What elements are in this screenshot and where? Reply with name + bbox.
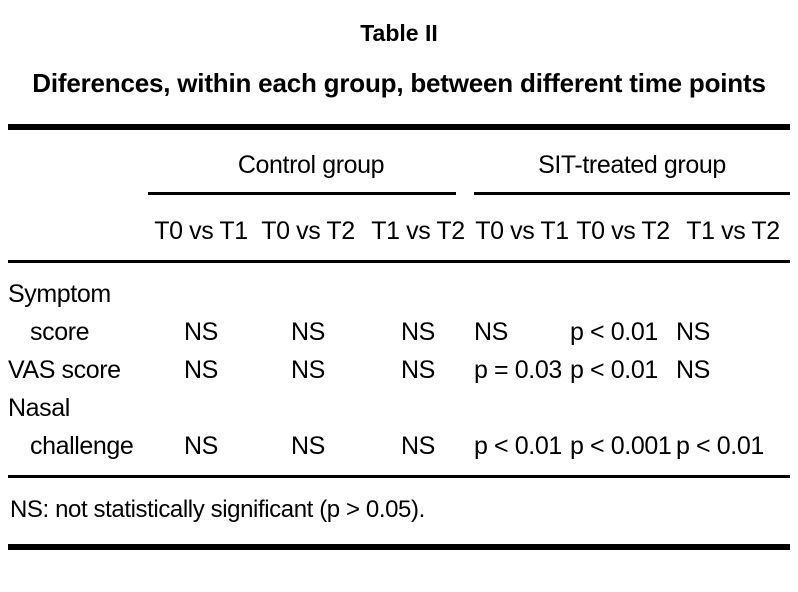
- spanner-rule-control: [148, 191, 456, 195]
- row-label: Nasal: [8, 393, 70, 422]
- table-number: Table II: [360, 20, 438, 46]
- row-label: score: [30, 317, 90, 346]
- column-header: T0 vs T2: [261, 216, 355, 245]
- column-header: T1 vs T2: [686, 216, 780, 245]
- table-cell: NS: [291, 317, 325, 346]
- top-rule: [8, 123, 790, 130]
- body-grid: Symptom score NS NS NS NS p < 0.01 NS VA…: [8, 263, 790, 465]
- column-header: T0 vs T1: [154, 216, 248, 245]
- table-cell: p < 0.01: [570, 355, 658, 384]
- table-cell: p < 0.01: [474, 431, 562, 460]
- table-cell: NS: [184, 317, 218, 346]
- table-cell: NS: [291, 355, 325, 384]
- spacer: [8, 465, 790, 475]
- header-grid: Control group SIT-treated group T0 vs T1…: [8, 130, 790, 260]
- group-header-control: Control group: [148, 130, 474, 195]
- row-label: Symptom: [8, 279, 111, 308]
- group-label-control: Control group: [237, 150, 385, 179]
- group-header-sit: SIT-treated group: [474, 130, 790, 195]
- column-header: T0 vs T2: [576, 216, 670, 245]
- stub-cell: [8, 195, 148, 260]
- table-title: Diferences, within each group, between d…: [32, 68, 766, 98]
- table-cell: NS: [401, 317, 435, 346]
- table-cell: NS: [474, 317, 508, 346]
- stub-cell: [8, 130, 148, 195]
- table-cell: NS: [184, 355, 218, 384]
- table-cell: p < 0.001: [570, 431, 672, 460]
- table-cell: NS: [676, 317, 710, 346]
- table-cell: p < 0.01: [570, 317, 658, 346]
- table-cell: NS: [401, 355, 435, 384]
- column-header: T1 vs T2: [371, 216, 465, 245]
- table-cell: NS: [676, 355, 710, 384]
- table-footnote: NS: not statistically significant (p > 0…: [10, 495, 425, 523]
- table-cell: NS: [291, 431, 325, 460]
- table-caption: Table II Diferences, within each group, …: [8, 20, 790, 100]
- header-body-rule: [8, 259, 790, 263]
- row-label: challenge: [30, 431, 134, 460]
- table-cell: NS: [184, 431, 218, 460]
- table-cell: NS: [401, 431, 435, 460]
- bottom-rule: [8, 543, 790, 550]
- column-header: T0 vs T1: [475, 216, 569, 245]
- group-label-sit: SIT-treated group: [538, 150, 726, 179]
- body-footnote-rule: [8, 474, 790, 478]
- spanner-rule-sit: [474, 191, 790, 195]
- row-label: VAS score: [8, 355, 121, 384]
- table-cell: p = 0.03: [474, 355, 562, 384]
- table-cell: p < 0.01: [676, 431, 764, 460]
